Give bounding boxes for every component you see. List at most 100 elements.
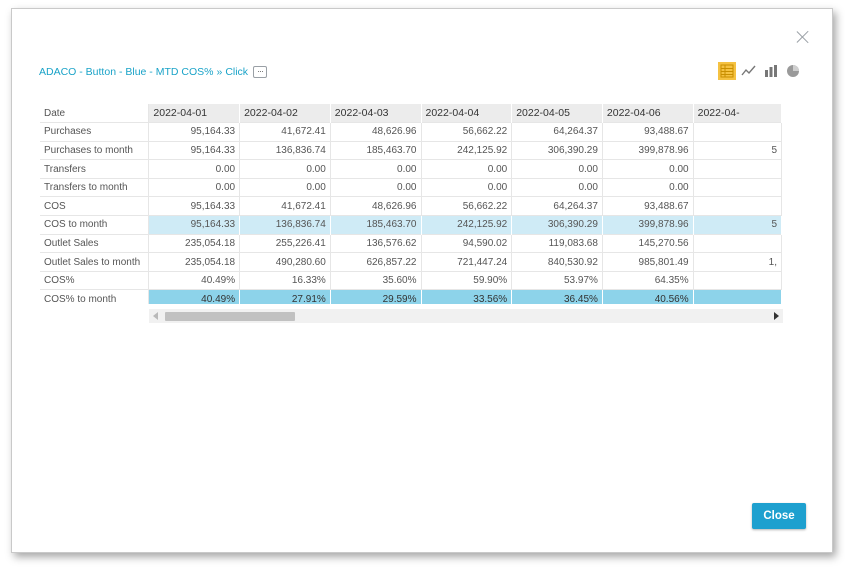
column-header[interactable]: 2022-04-02 [239, 104, 331, 123]
table-cell [693, 289, 782, 304]
table-header-row: Date 2022-04-01 2022-04-02 2022-04-03 20… [40, 104, 782, 123]
table-cell: 119,083.68 [511, 234, 603, 253]
table-cell: 185,463.70 [330, 141, 422, 160]
table-cell: 0.00 [421, 178, 513, 197]
data-table-container: Date 2022-04-01 2022-04-02 2022-04-03 20… [40, 104, 782, 304]
table-cell: 0.00 [511, 159, 603, 179]
row-label: Outlet Sales to month [40, 252, 150, 272]
table-row: COS 95,164.33 41,672.41 48,626.96 56,662.22 6… [40, 196, 782, 216]
column-header[interactable]: 2022-04-01 [148, 104, 241, 123]
table-cell: 64,264.37 [511, 122, 603, 142]
table-cell: 399,878.96 [602, 141, 694, 160]
row-label: Outlet Sales [40, 234, 150, 253]
table-row: Purchases to month 95,164.33 136,836.74 185… [40, 141, 782, 160]
column-header[interactable]: 2022-04-05 [511, 104, 603, 123]
row-label: COS [40, 196, 150, 216]
breadcrumb-item-click[interactable]: Click [225, 66, 249, 78]
table-cell [693, 196, 782, 216]
row-label: Purchases [40, 122, 150, 142]
table-cell: 306,390.29 [511, 141, 603, 160]
table-cell: 0.00 [148, 159, 241, 179]
table-cell: 64.35% [602, 271, 694, 290]
line-chart-view-button[interactable] [740, 62, 758, 80]
row-label: COS% [40, 271, 150, 290]
row-label: COS to month [40, 215, 150, 235]
row-label: Transfers to month [40, 178, 150, 197]
table-cell: 840,530.92 [511, 252, 603, 272]
table-cell: 0.00 [239, 178, 331, 197]
table-cell: 95,164.33 [148, 141, 241, 160]
table-cell: 48,626.96 [330, 122, 422, 142]
scroll-left-icon[interactable] [153, 312, 158, 320]
close-icon[interactable] [796, 30, 810, 44]
scrollbar-thumb[interactable] [165, 312, 295, 321]
table-row: COS% to month 40.49% 27.91% 29.59% 33.56% 36.… [40, 289, 782, 304]
table-cell: 93,488.67 [602, 122, 694, 142]
table-cell: 5 [693, 215, 782, 235]
table-cell: 235,054.18 [148, 252, 241, 272]
table-cell: 94,590.02 [421, 234, 513, 253]
table-cell: 59.90% [421, 271, 513, 290]
table-row: Transfers to month 0.00 0.00 0.00 0.00 0.00 0.… [40, 178, 782, 197]
table-cell: 5 [693, 141, 782, 160]
close-button[interactable]: Close [752, 503, 806, 529]
bar-chart-icon [765, 65, 777, 77]
column-header[interactable]: 2022-04-06 [602, 104, 694, 123]
table-cell: 0.00 [239, 159, 331, 179]
column-header[interactable]: 2022-04-03 [330, 104, 422, 123]
table-cell: 93,488.67 [602, 196, 694, 216]
row-label: COS% to month [40, 289, 150, 304]
table-cell: 0.00 [330, 178, 422, 197]
table-icon [720, 64, 734, 78]
table-cell: 306,390.29 [511, 215, 603, 235]
breadcrumb-item-report[interactable]: ADACO - Button - Blue - MTD COS% [39, 66, 214, 78]
table-cell: 95,164.33 [148, 215, 241, 235]
table-cell: 490,280.60 [239, 252, 331, 272]
more-options-button[interactable]: ··· [253, 66, 268, 78]
header-label: Date [40, 104, 150, 123]
table-cell: 35.60% [330, 271, 422, 290]
table-cell: 145,270.56 [602, 234, 694, 253]
table-cell: 136,836.74 [239, 215, 331, 235]
table-cell: 40.49% [148, 271, 241, 290]
breadcrumb-separator: » [216, 66, 223, 78]
horizontal-scrollbar[interactable] [149, 309, 783, 323]
line-chart-icon [741, 65, 756, 76]
table-cell: 40.49% [148, 289, 241, 304]
table-cell: 242,125.92 [421, 141, 513, 160]
table-cell: 136,836.74 [239, 141, 331, 160]
table-cell: 1, [693, 252, 782, 272]
bar-chart-view-button[interactable] [762, 62, 780, 80]
table-cell: 242,125.92 [421, 215, 513, 235]
view-switcher [718, 62, 802, 80]
table-cell: 185,463.70 [330, 215, 422, 235]
column-header[interactable]: 2022-04- [693, 104, 782, 123]
table-view-button[interactable] [718, 62, 736, 80]
table-cell: 0.00 [421, 159, 513, 179]
data-table: Date 2022-04-01 2022-04-02 2022-04-03 20… [40, 104, 782, 304]
row-label: Purchases to month [40, 141, 150, 160]
table-cell: 0.00 [602, 178, 694, 197]
table-cell: 255,226.41 [239, 234, 331, 253]
table-cell: 56,662.22 [421, 196, 513, 216]
table-cell: 41,672.41 [239, 122, 331, 142]
table-cell: 53.97% [511, 271, 603, 290]
table-cell: 721,447.24 [421, 252, 513, 272]
table-cell: 235,054.18 [148, 234, 241, 253]
table-cell: 40.56% [602, 289, 694, 304]
table-row: Transfers 0.00 0.00 0.00 0.00 0.00 0.00 [40, 159, 782, 179]
table-cell: 29.59% [330, 289, 422, 304]
table-row: Outlet Sales to month 235,054.18 490,280.6… [40, 252, 782, 272]
table-cell: 27.91% [239, 289, 331, 304]
table-cell: 36.45% [511, 289, 603, 304]
breadcrumb: ADACO - Button - Blue - MTD COS% » Click… [39, 66, 268, 78]
pie-chart-view-button[interactable] [784, 62, 802, 80]
column-header[interactable]: 2022-04-04 [421, 104, 513, 123]
table-cell [693, 178, 782, 197]
table-cell: 41,672.41 [239, 196, 331, 216]
table-cell: 64,264.37 [511, 196, 603, 216]
table-cell: 0.00 [148, 178, 241, 197]
table-cell: 56,662.22 [421, 122, 513, 142]
table-cell: 48,626.96 [330, 196, 422, 216]
scroll-right-icon[interactable] [774, 312, 779, 320]
